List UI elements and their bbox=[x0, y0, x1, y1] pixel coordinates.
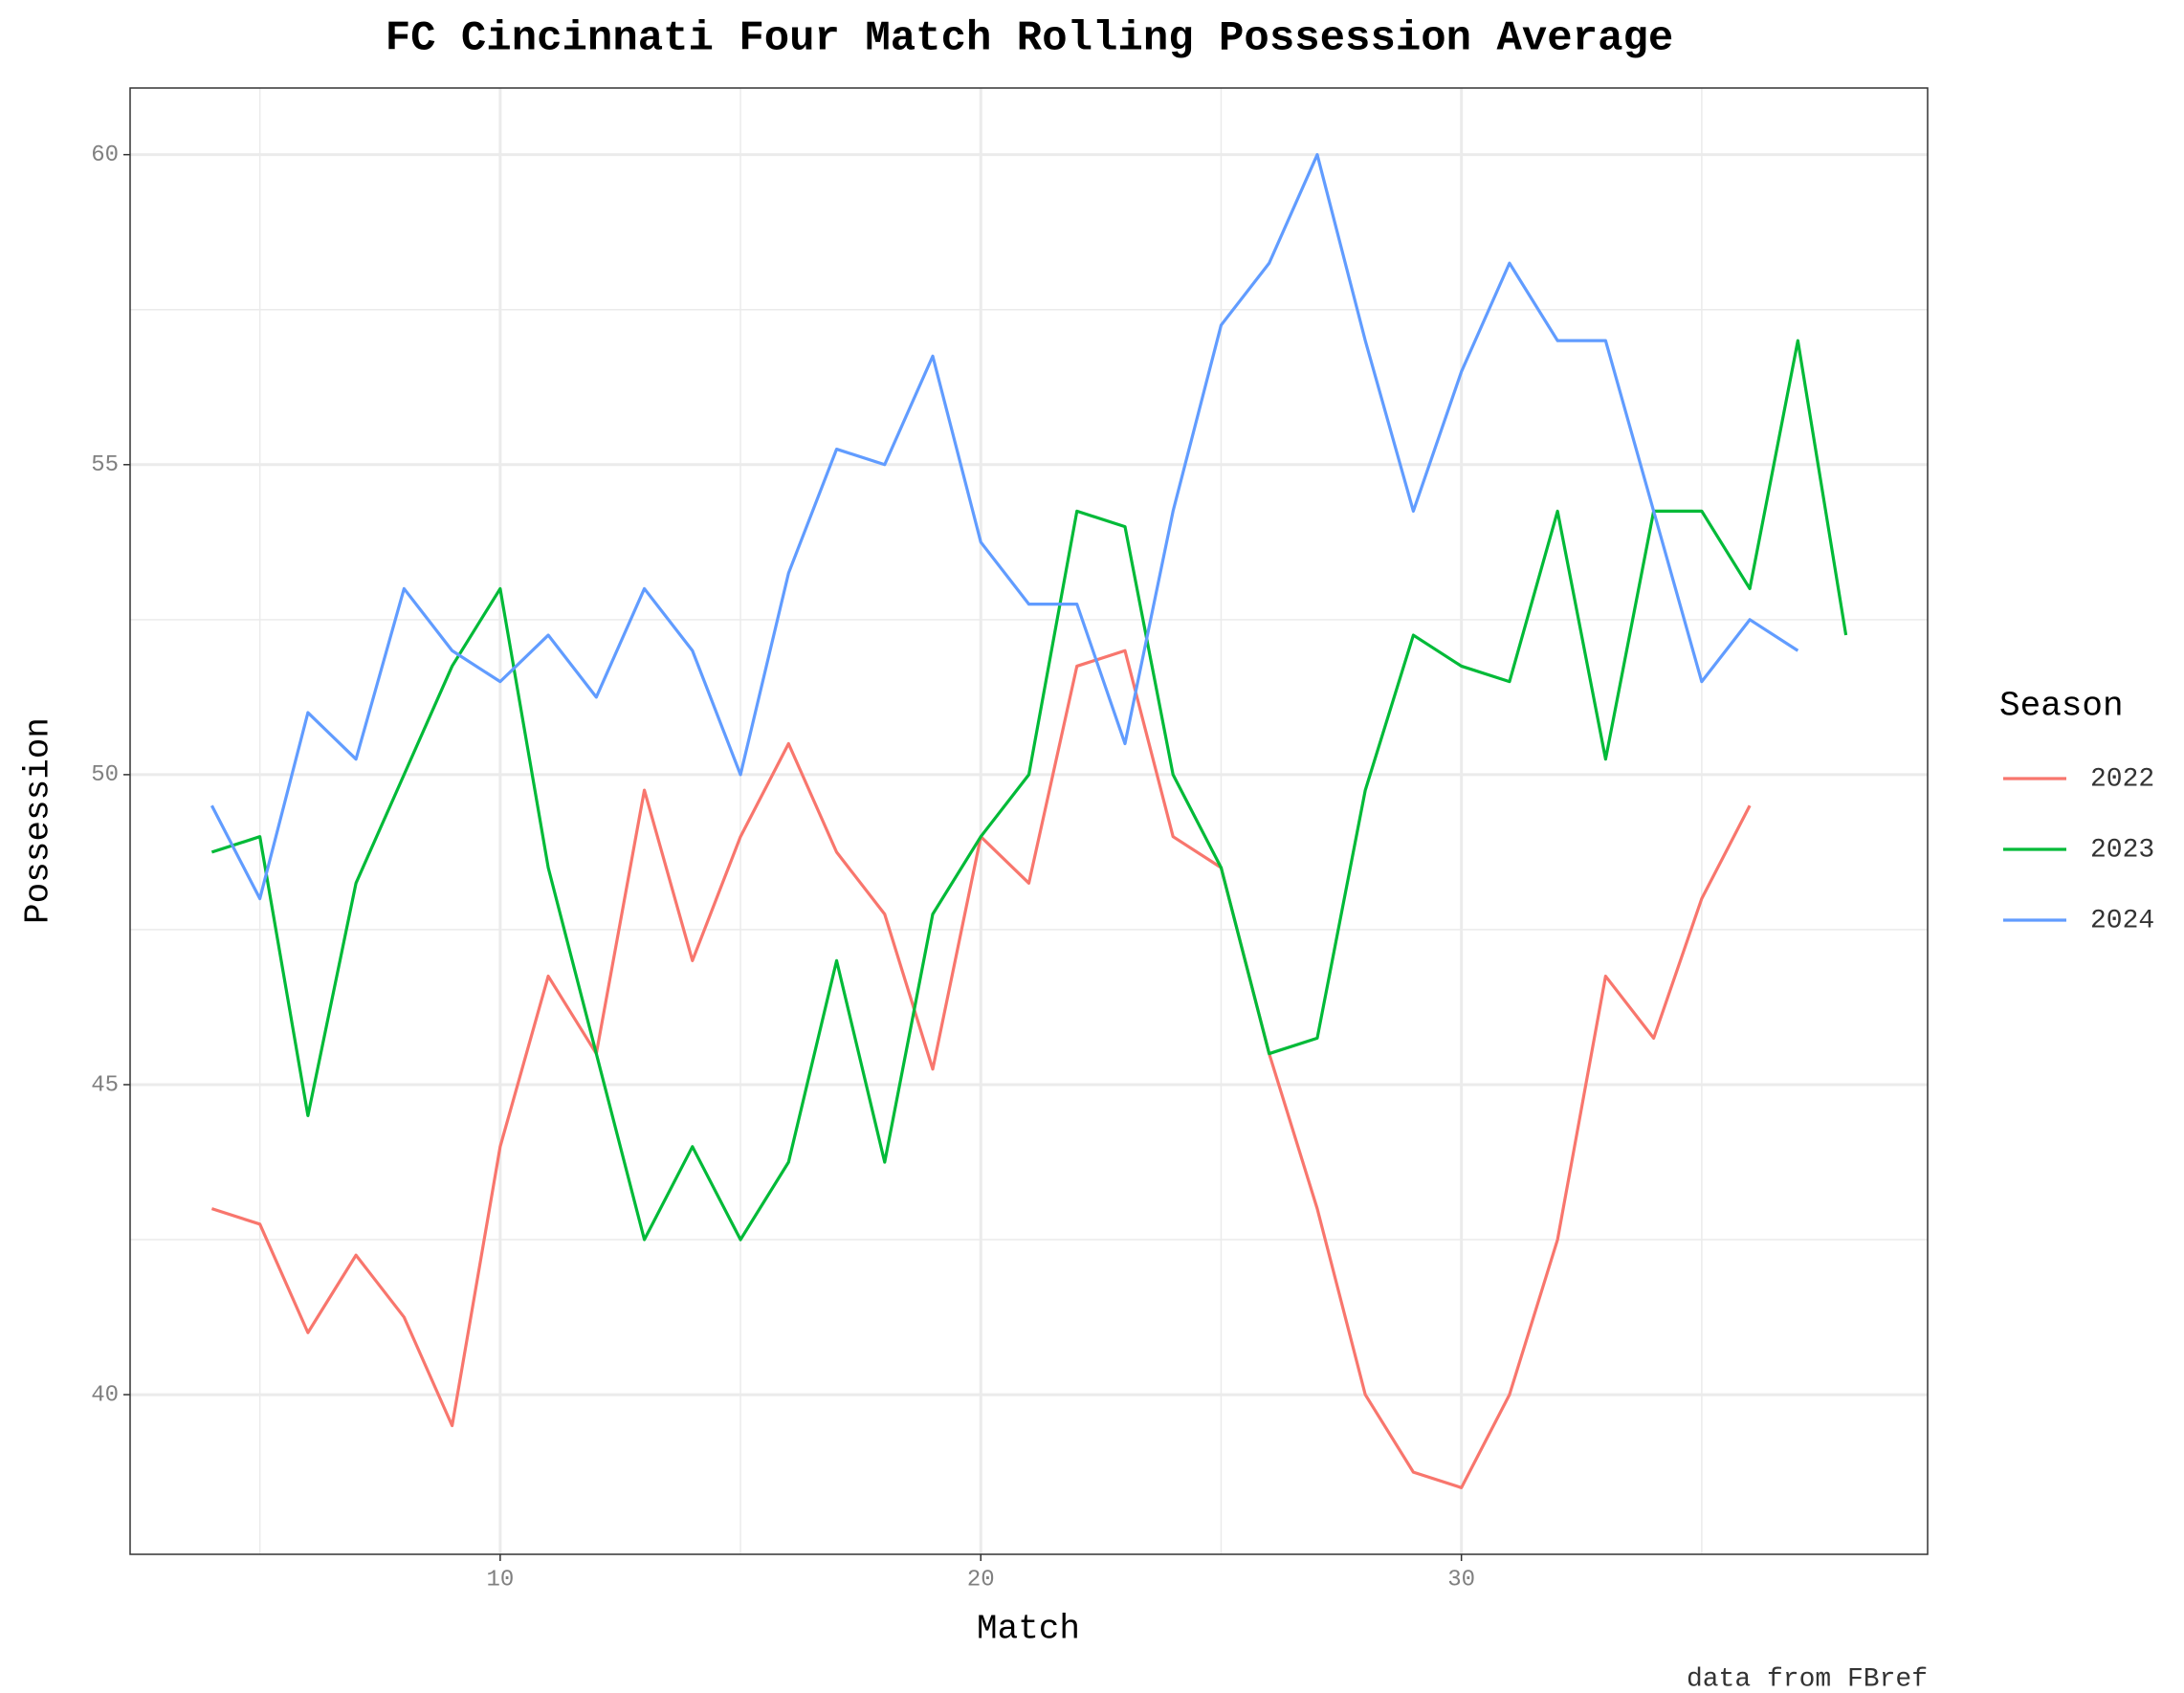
y-tick-label: 50 bbox=[91, 762, 119, 788]
panel-border bbox=[129, 87, 1929, 1555]
y-tick-label: 45 bbox=[91, 1072, 119, 1098]
y-tick-label: 60 bbox=[91, 143, 119, 168]
chart-title: FC Cincinnati Four Match Rolling Possess… bbox=[386, 15, 1674, 63]
x-tick-label: 20 bbox=[967, 1567, 995, 1593]
x-tick-label: 10 bbox=[486, 1567, 514, 1593]
legend-title: Season bbox=[1999, 687, 2124, 726]
legend-label: 2022 bbox=[2090, 764, 2154, 794]
series-line bbox=[210, 153, 1799, 901]
x-axis-title: Match bbox=[977, 1610, 1080, 1649]
caption: data from FBref bbox=[1687, 1664, 1928, 1693]
x-tick-label: 30 bbox=[1447, 1567, 1475, 1593]
legend-label: 2024 bbox=[2090, 906, 2154, 935]
legend-label: 2023 bbox=[2090, 835, 2154, 865]
y-tick-label: 55 bbox=[91, 452, 119, 478]
series-line bbox=[210, 339, 1848, 1242]
y-axis-title: Possession bbox=[19, 717, 58, 924]
y-tick-label: 40 bbox=[91, 1382, 119, 1408]
